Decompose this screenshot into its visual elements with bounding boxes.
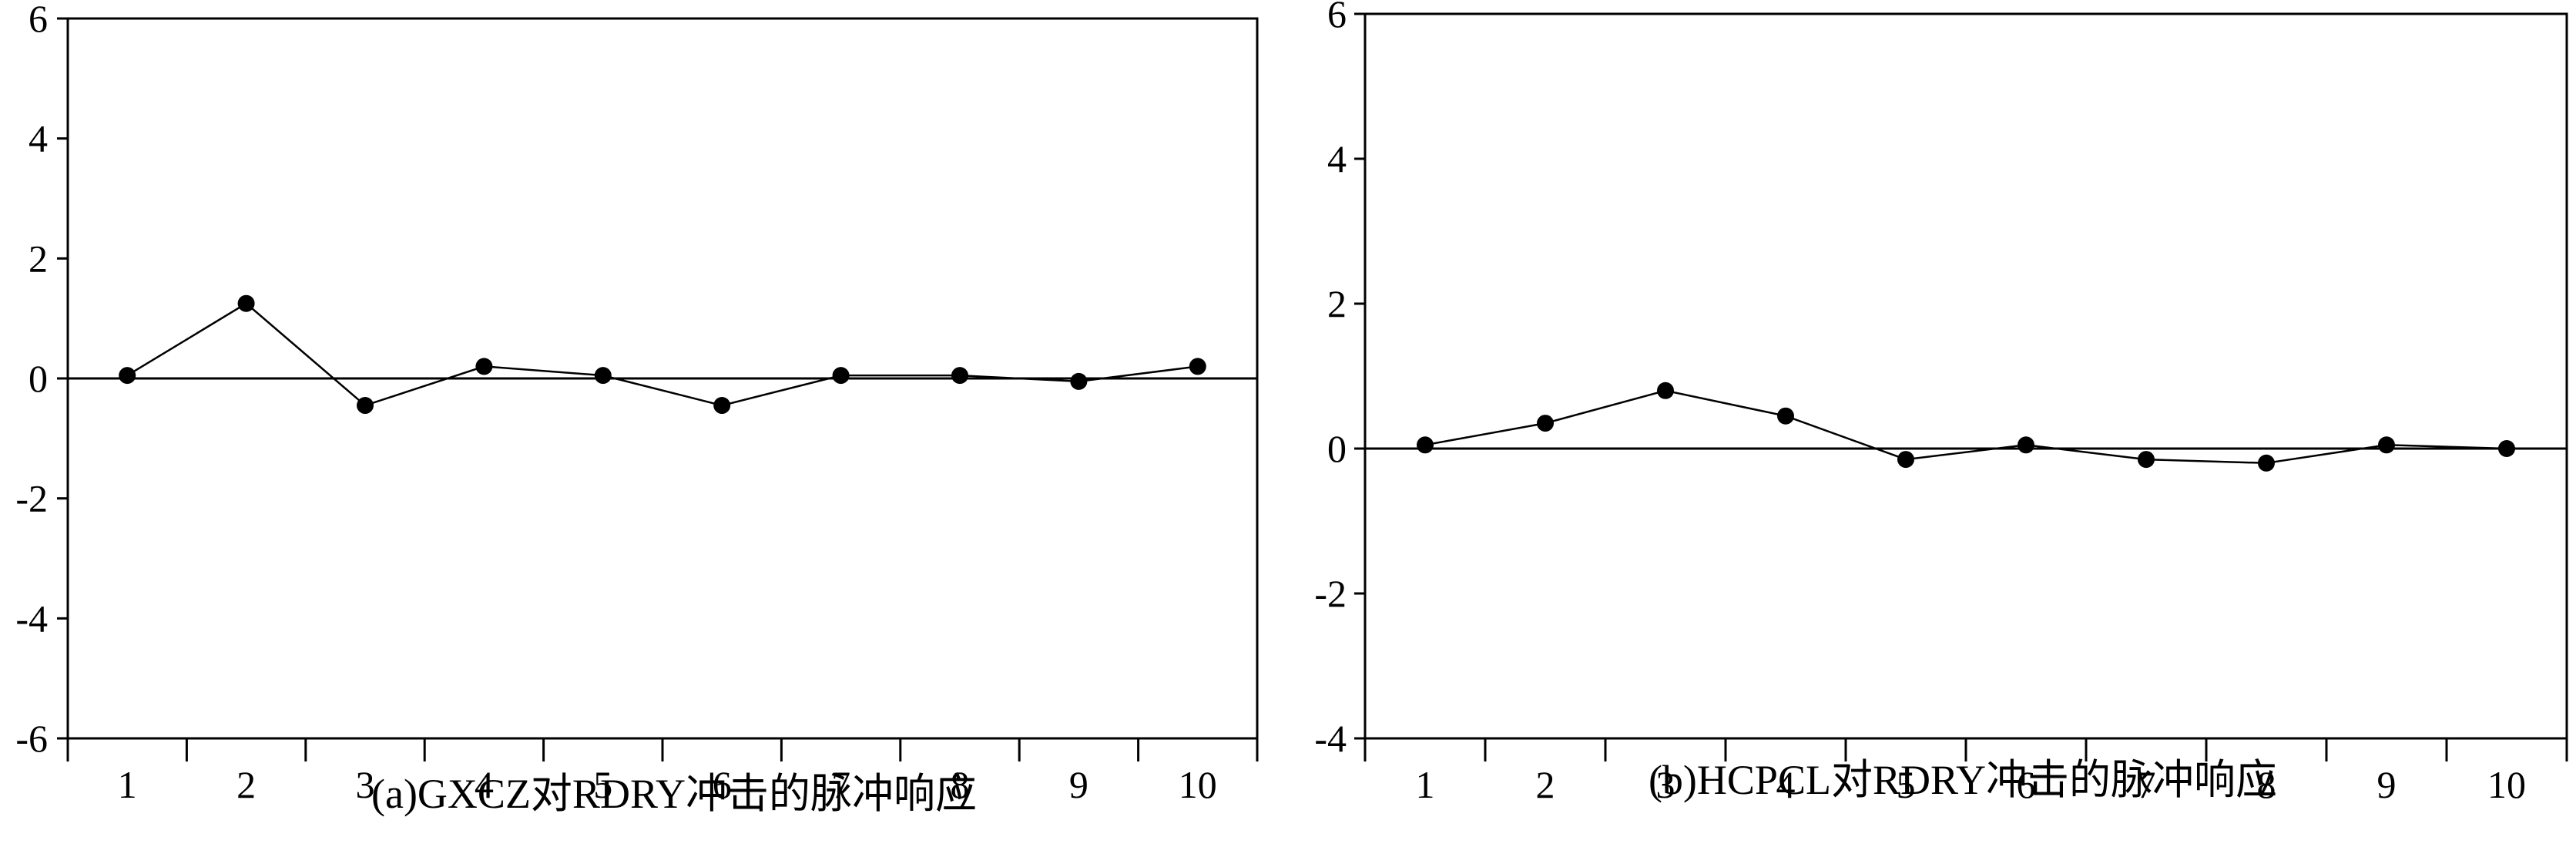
x-tick-label: 9 [1069, 763, 1088, 806]
data-point [1657, 382, 1674, 399]
data-point [119, 367, 136, 385]
y-tick-label: -2 [1314, 572, 1347, 615]
data-point [1537, 415, 1554, 432]
x-tick-label: 3 [356, 763, 375, 806]
x-tick-label: 8 [951, 763, 970, 806]
x-tick-label: 6 [713, 763, 732, 806]
y-tick-label: 4 [29, 117, 48, 160]
data-point [1777, 407, 1794, 425]
y-tick-label: -4 [15, 597, 48, 640]
x-tick-label: 10 [2487, 763, 2526, 806]
x-tick-label: 8 [2257, 763, 2276, 806]
y-tick-label: 0 [29, 357, 48, 400]
data-point [237, 294, 255, 312]
x-tick-label: 2 [1536, 763, 1555, 806]
x-tick-label: 1 [1416, 763, 1435, 806]
data-point [2018, 436, 2034, 454]
x-tick-label: 5 [1897, 763, 1916, 806]
x-tick-label: 10 [1179, 763, 1217, 806]
data-point [832, 367, 850, 385]
y-tick-label: 4 [1327, 137, 1347, 180]
x-tick-label: 5 [593, 763, 612, 806]
data-point [1897, 451, 1914, 469]
y-tick-label: 2 [29, 237, 48, 280]
x-tick-label: 4 [475, 763, 494, 806]
x-tick-label: 6 [2017, 763, 2036, 806]
y-tick-label: -2 [15, 477, 48, 520]
data-point [2498, 440, 2515, 457]
data-point [594, 367, 612, 385]
y-tick-label: 6 [29, 0, 48, 40]
y-tick-label: 2 [1327, 282, 1347, 325]
series-line [1424, 389, 2507, 465]
data-point [1189, 358, 1206, 375]
y-tick-label: -6 [15, 717, 48, 760]
x-tick-label: 4 [1776, 763, 1796, 806]
data-point [2378, 436, 2395, 454]
data-point [475, 358, 493, 375]
x-tick-label: 2 [236, 763, 256, 806]
x-tick-label: 9 [2377, 763, 2397, 806]
x-tick-label: 7 [831, 763, 850, 806]
data-point [951, 367, 968, 385]
data-point [1070, 372, 1088, 390]
x-tick-label: 1 [118, 763, 137, 806]
y-tick-label: 6 [1327, 0, 1347, 35]
data-point [2138, 451, 2155, 469]
x-tick-label: 3 [1656, 763, 1675, 806]
panel-a-caption: (a)GXCZ对RDRY冲击的脉冲响应 [371, 771, 977, 817]
plot-frame [1363, 12, 2568, 740]
data-point [713, 397, 731, 415]
x-tick-label: 7 [2137, 763, 2156, 806]
panel-a-chart: 6 4 2 0 -2 -4 -6 1 2 3 4 5 6 7 8 9 10 (a)GXCZ对RDRY冲击的脉冲响应 [15, 0, 1259, 817]
series-line [126, 302, 1198, 407]
data-point [1417, 436, 1434, 454]
y-tick-label: -4 [1314, 717, 1347, 760]
data-point [2258, 454, 2275, 472]
panel-b-caption: (b)HCPCL对RDRY冲击的脉冲响应 [1649, 757, 2277, 803]
panel-b-chart: 6 4 2 0 -2 -4 1 2 3 4 5 6 7 8 9 10 (b)HCPCL对RDRY冲击的脉冲响应 [1314, 0, 2568, 806]
data-point [357, 397, 374, 415]
y-tick-label: 0 [1327, 427, 1347, 470]
